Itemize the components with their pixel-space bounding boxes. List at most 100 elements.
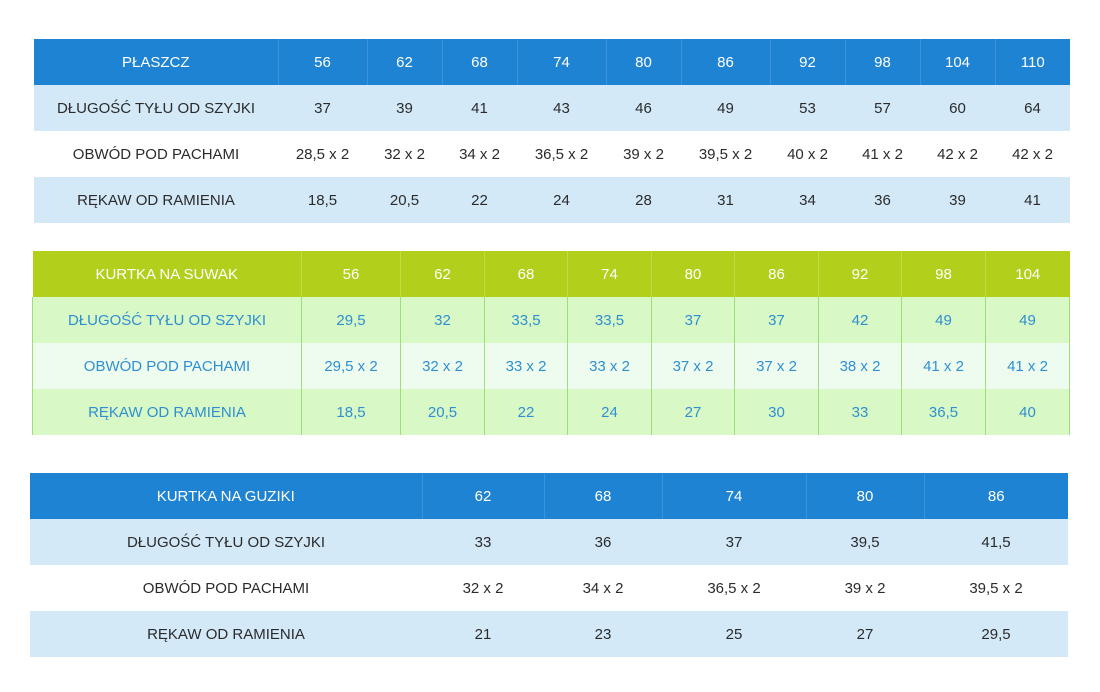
table-cell: 38 x 2 [818, 343, 902, 389]
row-label: DŁUGOŚĆ TYŁU OD SZYJKI [30, 519, 422, 565]
size-header: 68 [441, 39, 517, 85]
size-header: 104 [919, 39, 995, 85]
table-cell: 40 [985, 389, 1070, 435]
table-cell: 33 x 2 [484, 343, 568, 389]
size-header: 68 [543, 473, 662, 519]
table-header-row: KURTKA NA GUZIKI 62 68 74 80 86 [30, 473, 1068, 519]
table-cell: 22 [484, 389, 568, 435]
table-cell: 36,5 [901, 389, 986, 435]
table-cell: 32 x 2 [367, 131, 442, 177]
table-cell: 57 [845, 85, 920, 131]
size-header: 62 [366, 39, 442, 85]
size-header: 86 [734, 251, 819, 297]
table-cell: 23 [544, 611, 662, 657]
table-cell: 37 [651, 297, 735, 343]
table-row: OBWÓD POD PACHAMI 29,5 x 2 32 x 2 33 x 2… [32, 343, 1070, 389]
table-cell: 33 x 2 [567, 343, 652, 389]
size-header: 110 [994, 39, 1070, 85]
table-cell: 41 x 2 [985, 343, 1070, 389]
table-cell: 37 x 2 [734, 343, 819, 389]
table-cell: 39 [920, 177, 995, 223]
row-label: OBWÓD POD PACHAMI [34, 131, 278, 177]
table-cell: 18,5 [278, 177, 367, 223]
table-row: OBWÓD POD PACHAMI 32 x 2 34 x 2 36,5 x 2… [30, 565, 1068, 611]
size-header: 86 [923, 473, 1068, 519]
table-row: OBWÓD POD PACHAMI 28,5 x 2 32 x 2 34 x 2… [34, 131, 1070, 177]
size-header: 56 [301, 251, 401, 297]
table-cell: 39,5 x 2 [924, 565, 1068, 611]
table-cell: 27 [806, 611, 924, 657]
table-cell: 53 [770, 85, 845, 131]
size-header: 80 [605, 39, 681, 85]
table-cell: 34 x 2 [544, 565, 662, 611]
table-cell: 30 [734, 389, 819, 435]
size-header: 74 [661, 473, 806, 519]
table-row: DŁUGOŚĆ TYŁU OD SZYJKI 37 39 41 43 46 49… [34, 85, 1070, 131]
table-cell: 36,5 x 2 [662, 565, 806, 611]
table-row: RĘKAW OD RAMIENIA 21 23 25 27 29,5 [30, 611, 1068, 657]
table-cell: 37 x 2 [651, 343, 735, 389]
size-header: 86 [680, 39, 770, 85]
table-cell: 41 [442, 85, 517, 131]
table-row: RĘKAW OD RAMIENIA 18,5 20,5 22 24 27 30 … [32, 389, 1070, 435]
size-table-plaszcz: PŁASZCZ 56 62 68 74 80 86 92 98 104 110 … [34, 39, 1070, 223]
size-header: 80 [651, 251, 735, 297]
size-header: 92 [769, 39, 845, 85]
table-cell: 37 [662, 519, 806, 565]
table-cell: 32 [400, 297, 485, 343]
table-cell: 34 [770, 177, 845, 223]
size-table-kurtka-na-guziki: KURTKA NA GUZIKI 62 68 74 80 86 DŁUGOŚĆ … [30, 473, 1068, 657]
row-label: OBWÓD POD PACHAMI [32, 343, 302, 389]
table-cell: 42 [818, 297, 902, 343]
size-header: 74 [567, 251, 652, 297]
table-cell: 43 [517, 85, 606, 131]
table-cell: 29,5 x 2 [301, 343, 401, 389]
table-cell: 39 x 2 [606, 131, 681, 177]
table-cell: 37 [278, 85, 367, 131]
row-label: RĘKAW OD RAMIENIA [34, 177, 278, 223]
table-cell: 41 [995, 177, 1070, 223]
table-cell: 49 [681, 85, 770, 131]
table-cell: 41 x 2 [901, 343, 986, 389]
table-cell: 32 x 2 [400, 343, 485, 389]
table-cell: 21 [422, 611, 544, 657]
table-cell: 29,5 [924, 611, 1068, 657]
table-cell: 42 x 2 [995, 131, 1070, 177]
size-header: 104 [985, 251, 1070, 297]
size-header: 92 [818, 251, 902, 297]
table-cell: 37 [734, 297, 819, 343]
size-header: 68 [484, 251, 568, 297]
table-cell: 36,5 x 2 [517, 131, 606, 177]
row-label: DŁUGOŚĆ TYŁU OD SZYJKI [34, 85, 278, 131]
table-cell: 49 [901, 297, 986, 343]
table-cell: 36 [845, 177, 920, 223]
table-header-row: PŁASZCZ 56 62 68 74 80 86 92 98 104 110 [34, 39, 1070, 85]
table-cell: 33 [818, 389, 902, 435]
size-header: 56 [277, 39, 367, 85]
size-header: 98 [901, 251, 986, 297]
table-cell: 39 x 2 [806, 565, 924, 611]
table-row: DŁUGOŚĆ TYŁU OD SZYJKI 29,5 32 33,5 33,5… [32, 297, 1070, 343]
table-row: DŁUGOŚĆ TYŁU OD SZYJKI 33 36 37 39,5 41,… [30, 519, 1068, 565]
table-cell: 33 [422, 519, 544, 565]
table-cell: 27 [651, 389, 735, 435]
table-cell: 18,5 [301, 389, 401, 435]
row-label: DŁUGOŚĆ TYŁU OD SZYJKI [32, 297, 302, 343]
table-cell: 24 [567, 389, 652, 435]
table-cell: 46 [606, 85, 681, 131]
table-cell: 60 [920, 85, 995, 131]
table-cell: 28 [606, 177, 681, 223]
table-cell: 25 [662, 611, 806, 657]
row-label: OBWÓD POD PACHAMI [30, 565, 422, 611]
table-header-row: KURTKA NA SUWAK 56 62 68 74 80 86 92 98 … [32, 251, 1070, 297]
table-cell: 29,5 [301, 297, 401, 343]
table-cell: 41,5 [924, 519, 1068, 565]
row-label: RĘKAW OD RAMIENIA [32, 389, 302, 435]
table-cell: 20,5 [400, 389, 485, 435]
table-cell: 33,5 [567, 297, 652, 343]
table-cell: 39 [367, 85, 442, 131]
size-header: 62 [421, 473, 544, 519]
table-cell: 49 [985, 297, 1070, 343]
table-cell: 22 [442, 177, 517, 223]
table-cell: 39,5 x 2 [681, 131, 770, 177]
